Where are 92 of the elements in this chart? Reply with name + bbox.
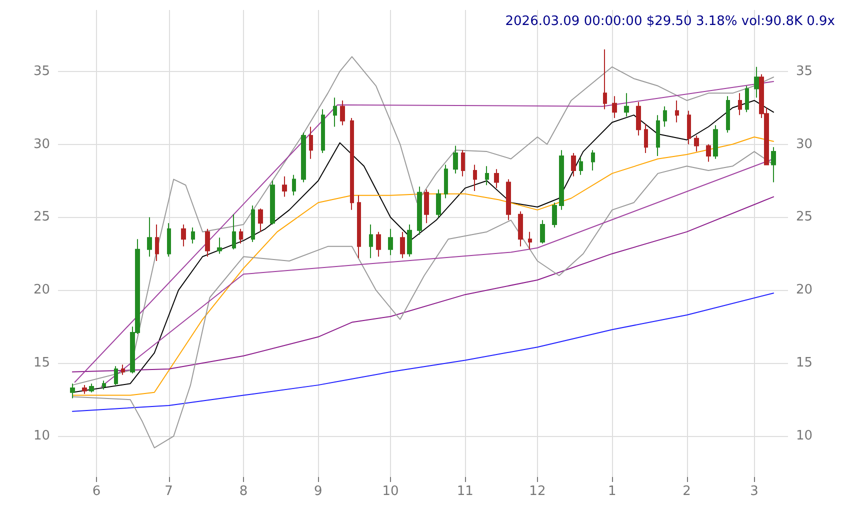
x-tick-label: 2 [682, 484, 691, 499]
y2-tick-label: 15 [796, 356, 813, 371]
candlestick [713, 124, 718, 160]
candlestick [70, 383, 75, 399]
x-tick-label: 3 [750, 484, 758, 499]
candlestick [388, 228, 393, 256]
candlestick [738, 92, 742, 116]
y-tick-label: 35 [33, 64, 50, 79]
candlestick [675, 100, 679, 123]
x-tick-label: 11 [456, 484, 474, 499]
line-series [72, 196, 774, 372]
candlestick [147, 216, 152, 258]
candlestick [292, 174, 296, 196]
candlestick [167, 222, 171, 258]
candlestick [258, 208, 263, 232]
y-tick-label: 25 [33, 210, 50, 225]
candlestick [636, 101, 641, 136]
x-tick-label: 9 [314, 484, 322, 499]
candlestick [102, 380, 106, 390]
x-tick-label: 12 [529, 484, 546, 499]
candlestick [591, 150, 595, 172]
candlestick [417, 186, 422, 236]
candlestick [340, 100, 345, 126]
candlestick [400, 231, 405, 259]
y-tick-label: 10 [33, 428, 50, 444]
x-tick-label: 1 [608, 484, 616, 499]
candlestick [754, 66, 759, 98]
y2-tick-label: 20 [796, 282, 813, 298]
candlestick [518, 210, 523, 247]
candlestick [251, 205, 255, 243]
y-tick-label: 30 [33, 136, 50, 152]
x-tick-label: 7 [164, 484, 173, 499]
candlestick [350, 117, 354, 210]
candlestick [232, 214, 236, 250]
candlestick [444, 164, 448, 199]
candlestick [217, 237, 222, 254]
chart-title: 2026.03.09 00:00:00 $29.50 3.18% vol:90.8K 0.9x [505, 14, 836, 29]
line-series [72, 292, 774, 412]
candlestick [571, 152, 576, 177]
candlestick [82, 384, 87, 394]
candlestick [270, 180, 275, 226]
candlestick [552, 202, 557, 228]
x-tick-label: 8 [239, 484, 248, 499]
candlestick [239, 228, 243, 244]
y-tick-label: 15 [33, 356, 50, 371]
candlestick [376, 231, 381, 258]
candlestick [155, 224, 159, 262]
candlestick [453, 145, 458, 174]
y2-tick-label: 10 [796, 428, 813, 444]
candlestick [579, 156, 583, 176]
candlestick [357, 194, 361, 259]
x-tick-label: 10 [382, 484, 399, 499]
y2-tick-label: 30 [796, 136, 813, 152]
candlestick [191, 226, 195, 244]
candlestick [424, 189, 429, 224]
candlestick [612, 96, 617, 118]
candlestick [407, 224, 412, 258]
candlestick [745, 85, 749, 113]
candlestick [559, 150, 564, 210]
candlestick [494, 168, 499, 189]
candlestick [506, 178, 511, 221]
candlestick [726, 96, 730, 134]
candlestick [309, 126, 313, 160]
candlestick [540, 220, 545, 244]
candlestick [644, 123, 648, 154]
candlestick [436, 189, 441, 218]
candlestick [301, 132, 306, 183]
candlestick [624, 92, 629, 118]
candlestick [181, 224, 186, 247]
candlestick [485, 166, 489, 186]
candlestick [461, 150, 465, 177]
candlestick [528, 231, 532, 250]
candlestick [687, 110, 691, 145]
candlestick [89, 383, 94, 393]
candlestick [333, 97, 337, 128]
candlestick [473, 164, 477, 192]
candlestick [656, 114, 660, 156]
candlestick [321, 108, 325, 154]
candlestick [706, 144, 711, 162]
candlestick [603, 48, 607, 110]
candlestick [694, 135, 699, 152]
candlestick [771, 146, 776, 183]
x-tick-label: 6 [92, 484, 101, 499]
y2-tick-label: 35 [796, 64, 813, 79]
candlestick [282, 176, 287, 198]
y2-tick-label: 25 [796, 210, 813, 225]
candlestick [663, 106, 667, 128]
candlestick [205, 228, 210, 258]
candlestick [121, 364, 125, 376]
candlestick [369, 224, 373, 259]
candlestick [114, 366, 118, 386]
y-tick-label: 20 [33, 282, 50, 298]
